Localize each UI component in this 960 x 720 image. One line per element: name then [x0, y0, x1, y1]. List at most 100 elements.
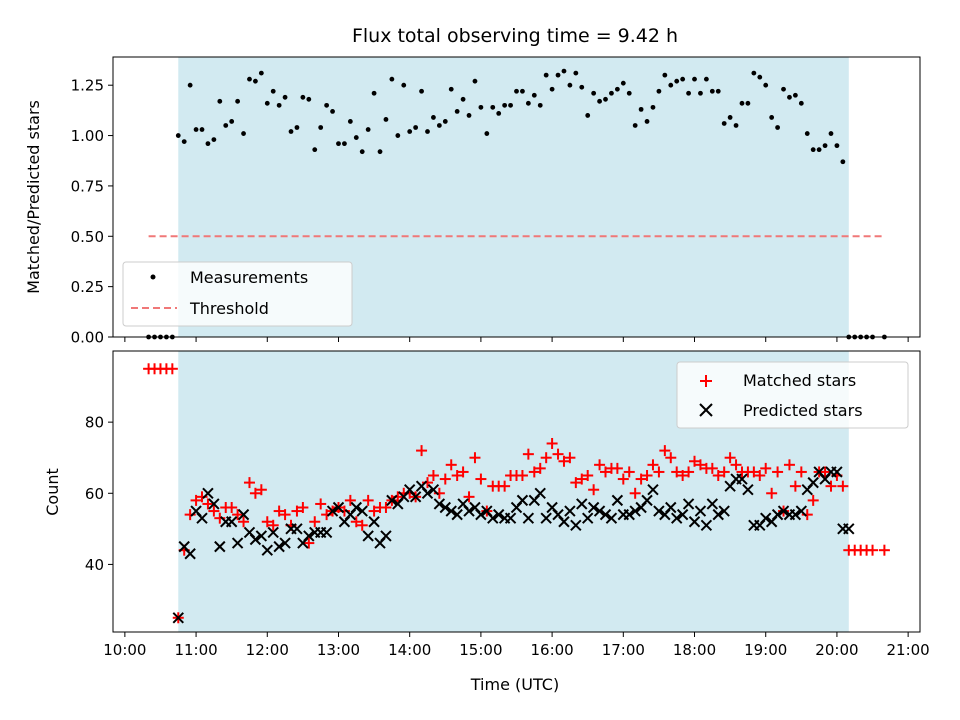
matched-star-point: [772, 466, 784, 478]
predicted-star-point: [581, 512, 594, 524]
x-tick-label: 19:00: [744, 641, 787, 659]
measurement-point: [650, 104, 656, 110]
measurement-point: [407, 129, 413, 134]
predicted-star-point: [605, 512, 618, 524]
predicted-star-point: [534, 487, 546, 499]
measurement-point: [573, 70, 579, 76]
matched-star-point: [445, 459, 457, 471]
measurement-point: [454, 108, 460, 114]
measurement-point: [668, 82, 674, 88]
matched-star-point: [671, 466, 683, 478]
top-legend-box: [122, 261, 353, 327]
measurement-point: [211, 137, 217, 142]
legend-matched-marker: [700, 375, 712, 387]
matched-star-point: [534, 462, 546, 474]
matched-star-point: [546, 437, 558, 449]
x-tick-label: 17:00: [602, 641, 645, 659]
measurement-point: [181, 139, 187, 145]
measurement-point: [674, 78, 680, 84]
measurement-point: [365, 127, 371, 132]
predicted-star-point: [540, 512, 552, 524]
measurement-point: [798, 100, 804, 106]
predicted-star-point: [564, 505, 576, 517]
predicted-star-point: [172, 612, 184, 624]
measurement-point: [466, 113, 472, 118]
measurement-point: [270, 88, 276, 94]
matched-star-point: [706, 462, 718, 474]
predicted-star-point: [356, 505, 368, 517]
predicted-star-point: [522, 512, 535, 524]
measurement-point: [792, 92, 798, 98]
measurement-point: [353, 135, 359, 140]
predicted-star-point: [641, 494, 653, 507]
measurement-point: [389, 76, 395, 82]
measurement-point: [567, 82, 573, 88]
measurement-point: [383, 117, 389, 122]
measurement-point: [781, 86, 786, 92]
measurement-point: [342, 141, 347, 147]
matched-star-point: [309, 516, 321, 528]
predicted-star-point: [712, 508, 724, 521]
predicted-star-point: [487, 512, 499, 524]
y-tick-label: 80: [85, 414, 104, 432]
matched-star-point: [380, 502, 392, 514]
matched-star-point: [190, 494, 202, 506]
predicted-star-point: [629, 505, 641, 517]
x-tick-label: 20:00: [815, 641, 858, 659]
matched-star-point: [463, 491, 475, 503]
y-tick-label: 0.25: [71, 278, 104, 296]
predicted-star-point: [208, 498, 220, 510]
measurement-point: [614, 86, 620, 92]
y-tick-label: 1.00: [71, 127, 104, 145]
measurement-point: [703, 76, 709, 82]
x-tick-label: 14:00: [388, 641, 431, 659]
measurement-point: [549, 86, 555, 92]
matched-star-point: [166, 363, 178, 375]
measurement-point: [253, 78, 258, 84]
measurement-point: [656, 88, 662, 94]
measurement-point: [484, 131, 490, 136]
measurement-point: [401, 82, 407, 88]
predicted-star-point: [362, 530, 374, 542]
predicted-star-point: [789, 508, 802, 521]
predicted-star-point: [718, 505, 730, 517]
matched-star-point: [570, 477, 582, 489]
predicted-star-point: [214, 540, 226, 553]
predicted-star-point: [700, 519, 713, 531]
measurement-point: [686, 90, 691, 96]
measurement-point: [715, 88, 721, 94]
measurement-point: [692, 76, 697, 82]
measurement-point: [472, 78, 478, 84]
measurement-point: [822, 143, 828, 149]
predicted-star-point: [320, 526, 333, 539]
matched-star-point: [540, 452, 552, 464]
measurement-point: [193, 127, 199, 132]
matched-star-point: [522, 448, 534, 460]
measurement-point: [306, 96, 312, 102]
measurement-point: [235, 98, 241, 104]
measurement-point: [229, 119, 235, 124]
matched-star-point: [576, 473, 588, 485]
measurement-point: [757, 74, 763, 80]
measurement-point: [727, 115, 733, 120]
x-tick-label: 18:00: [673, 641, 716, 659]
measurement-point: [294, 125, 300, 130]
measurement-point: [638, 106, 644, 112]
measurement-point: [413, 125, 419, 130]
predicted-star-point: [516, 494, 529, 507]
legend-measurements-label: Measurements: [190, 268, 308, 287]
measurement-point: [721, 121, 727, 126]
bottom-legend-box: [676, 361, 909, 429]
matched-star-point: [754, 469, 766, 481]
y-tick-label: 0.50: [71, 228, 104, 246]
matched-star-point: [427, 469, 439, 481]
matched-star-point: [594, 459, 606, 471]
measurement-point: [626, 90, 632, 96]
measurement-point: [241, 131, 246, 136]
matched-star-point: [303, 537, 315, 549]
predicted-star-point: [267, 526, 279, 539]
predicted-star-point: [706, 498, 719, 510]
predicted-star-point: [694, 505, 707, 517]
matched-star-point: [819, 466, 831, 478]
